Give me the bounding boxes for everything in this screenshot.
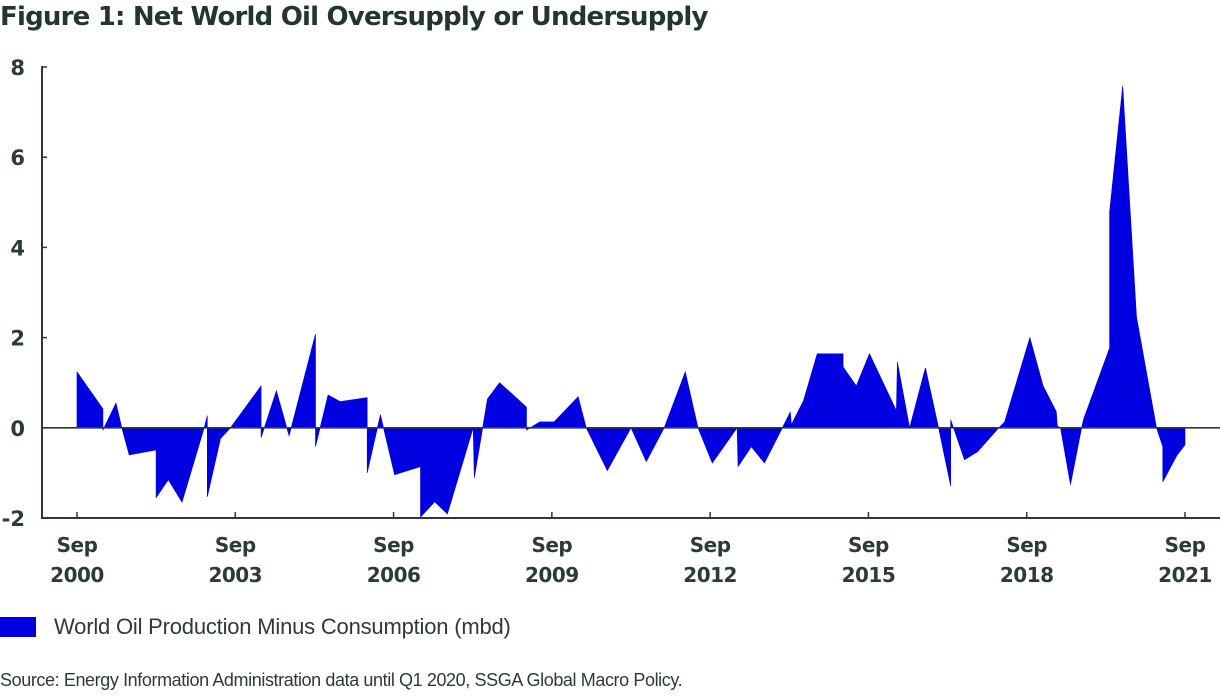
- y-tick-label: 4: [10, 236, 25, 260]
- area-series-0: [76, 85, 1186, 518]
- x-tick-label-year: 2018: [1000, 563, 1054, 587]
- x-tick-label-year: 2009: [525, 563, 579, 587]
- y-axis-ticks: -2 0 2 4 6 8: [2, 56, 47, 531]
- chart-title: Figure 1: Net World Oil Oversupply or Un…: [0, 2, 708, 32]
- x-tick-label-year: 2021: [1158, 563, 1212, 587]
- x-tick-label-month: Sep: [215, 533, 256, 557]
- x-tick-label-year: 2003: [208, 563, 262, 587]
- x-tick-label-month: Sep: [1165, 533, 1206, 557]
- chart: -2 0 2 4 6 8 Sep 2000 Sep 2003 Sep 2006 Sep 2009 Sep 2…: [2, 56, 1220, 587]
- y-tick-label: 2: [10, 327, 25, 351]
- x-axis-ticks: Sep 2000 Sep 2003 Sep 2006 Sep 2009 Sep 2012 Sep 20…: [50, 512, 1212, 587]
- x-tick-label-month: Sep: [531, 533, 572, 557]
- legend: World Oil Production Minus Consumption (…: [0, 614, 511, 640]
- x-tick-label-year: 2015: [842, 563, 896, 587]
- x-tick-label-month: Sep: [690, 533, 731, 557]
- x-tick-label-month: Sep: [57, 533, 98, 557]
- x-tick-label-year: 2000: [50, 563, 104, 587]
- area-layer: [76, 85, 1186, 518]
- legend-swatch: [0, 617, 36, 637]
- y-tick-label: 6: [10, 146, 25, 170]
- x-tick-label-month: Sep: [848, 533, 889, 557]
- source-note: Source: Energy Information Administratio…: [0, 670, 683, 690]
- legend-label: World Oil Production Minus Consumption (…: [54, 614, 511, 639]
- x-tick-label-year: 2006: [367, 563, 421, 587]
- axis-layer: [41, 66, 1220, 519]
- y-tick-label: 8: [10, 56, 25, 80]
- x-tick-label-month: Sep: [1006, 533, 1047, 557]
- y-tick-label: 0: [10, 417, 25, 441]
- y-tick-label: -2: [2, 507, 25, 531]
- x-tick-label-year: 2012: [683, 563, 737, 587]
- x-tick-label-month: Sep: [373, 533, 414, 557]
